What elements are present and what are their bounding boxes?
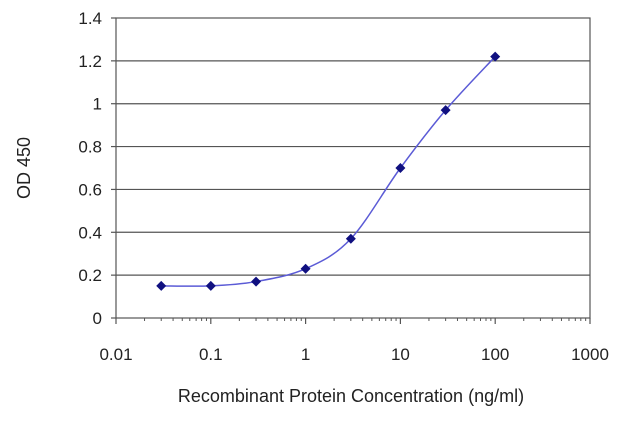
- y-axis-ticks: 0 0.2 0.4 0.6 0.8 1 1.2 1.4: [78, 9, 116, 328]
- data-point: [490, 51, 501, 62]
- x-tick-label: 0.1: [199, 345, 223, 364]
- y-tick-label: 1.4: [78, 9, 102, 28]
- data-point: [156, 280, 167, 291]
- y-tick-label: 0.8: [78, 138, 102, 157]
- data-point: [345, 233, 356, 244]
- data-point: [300, 263, 311, 274]
- y-tick-label: 0.4: [78, 223, 102, 242]
- data-points: [156, 51, 501, 291]
- x-tick-label: 10: [391, 345, 410, 364]
- x-axis-title: Recombinant Protein Concentration (ng/ml…: [178, 386, 524, 406]
- x-tick-label: 1: [301, 345, 310, 364]
- y-tick-label: 0: [93, 309, 102, 328]
- data-point: [395, 163, 406, 173]
- data-point: [251, 276, 262, 287]
- y-tick-label: 1: [93, 95, 102, 114]
- x-tick-label: 0.01: [99, 345, 132, 364]
- y-tick-label: 0.6: [78, 180, 102, 199]
- x-tick-label: 100: [481, 345, 509, 364]
- y-tick-label: 0.2: [78, 266, 102, 285]
- fitted-curve: [161, 56, 496, 287]
- grid-lines: [116, 60, 590, 276]
- y-axis-title: OD 450: [14, 137, 34, 199]
- x-tick-label: 1000: [571, 345, 609, 364]
- y-tick-label: 1.2: [78, 52, 102, 71]
- x-axis-ticks: 0.01 0.1 1 10 100 1000: [99, 318, 609, 364]
- data-point: [205, 280, 216, 291]
- data-point: [440, 105, 451, 116]
- plot-area-frame: [115, 17, 591, 319]
